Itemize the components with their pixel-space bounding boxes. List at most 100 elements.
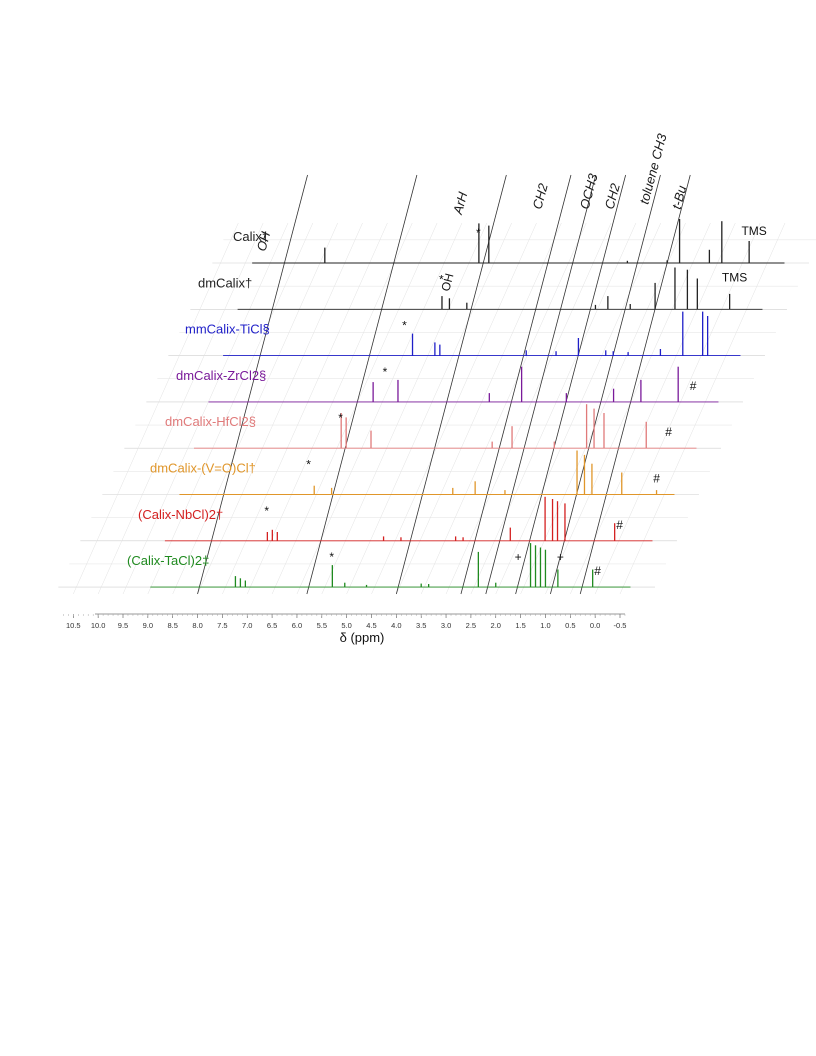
- region-label-6: t-Bu: [669, 184, 690, 211]
- spectrum-mark: #: [594, 564, 601, 578]
- spectrum-1: dmCalix† *OH TMS: [198, 267, 763, 310]
- spectrum-label-7: (Calix-TaCl)2‡: [127, 553, 209, 568]
- spectrum-2: mmCalix-TiCl§ *: [185, 311, 741, 357]
- region-divider: [515, 174, 627, 595]
- ppm-tick-label: 6.0: [292, 621, 302, 630]
- spectrum-mark: OH: [438, 272, 456, 293]
- ppm-tick-label: 8.5: [167, 621, 177, 630]
- spectrum-3: dmCalix-ZrCl2§ * #: [176, 365, 719, 403]
- spectrum-mark: TMS: [722, 270, 747, 284]
- region-divider: [306, 174, 418, 595]
- region-divider: [197, 174, 308, 595]
- grid-vertical: [495, 222, 661, 595]
- grid-vertical: [147, 222, 314, 595]
- spectrum-6: (Calix-NbCl)2† * #: [138, 496, 653, 542]
- grid-vertical: [520, 222, 686, 595]
- region-label-2: CH2: [530, 181, 551, 211]
- region-divider: [550, 174, 661, 595]
- region-label-1: ArH: [450, 190, 471, 217]
- spectrum-mark: *: [329, 550, 334, 564]
- spectrum-5: dmCalix-(V=O)Cl† * #: [150, 450, 675, 495]
- ppm-tick-label: 10.0: [91, 621, 106, 630]
- ppm-tick-label: 3.5: [416, 621, 426, 630]
- region-label-4: CH2: [602, 181, 623, 211]
- grid-vertical: [97, 222, 264, 595]
- grid-vertical: [619, 222, 786, 595]
- spectrum-mark: *: [306, 458, 311, 472]
- ppm-axis-title: δ (ppm): [340, 630, 385, 645]
- ppm-tick-label: 1.5: [515, 621, 525, 630]
- ppm-tick-label: 3.0: [441, 621, 451, 630]
- region-divider-lines: [197, 174, 691, 595]
- region-label-3: OCH3: [577, 171, 601, 211]
- spectrum-mark: *: [476, 226, 481, 240]
- spectrum-mark: *: [439, 272, 444, 286]
- grid-vertical: [271, 222, 438, 595]
- grid-vertical: [247, 222, 413, 595]
- spectrum-mark: +: [557, 550, 564, 564]
- spectrum-label-3: dmCalix-ZrCl2§: [176, 368, 266, 383]
- spectrum-label-5: dmCalix-(V=O)Cl†: [150, 461, 256, 476]
- ppm-tick-label: 9.0: [143, 621, 153, 630]
- region-divider: [485, 174, 597, 595]
- spectrum-mark: #: [665, 425, 672, 439]
- spectrum-mark: TMS: [741, 224, 766, 238]
- spectrum-mark: *: [264, 504, 269, 518]
- ppm-tick-label: 4.5: [366, 621, 376, 630]
- region-label-0: OH: [254, 229, 274, 252]
- spectrum-mark: +: [515, 550, 522, 564]
- ppm-tick-label: 9.5: [118, 621, 128, 630]
- perspective-grid: [58, 222, 816, 595]
- spectrum-label-4: dmCalix-HfCl2§: [165, 414, 256, 429]
- ppm-tick-label: 0.0: [590, 621, 600, 630]
- spectrum-mark: *: [383, 365, 388, 379]
- grid-vertical: [222, 222, 388, 595]
- grid-vertical: [197, 222, 363, 595]
- spectrum-mark: #: [690, 379, 697, 393]
- ppm-tick-label: 2.0: [491, 621, 501, 630]
- ppm-tick-label: -0.5: [614, 621, 627, 630]
- grid-vertical: [73, 222, 239, 595]
- spectrum-mark: *: [338, 411, 343, 425]
- grid-vertical: [346, 222, 512, 595]
- spectrum-mark: *: [402, 319, 407, 333]
- grid-vertical: [396, 222, 562, 595]
- region-divider: [579, 174, 691, 595]
- grid-vertical: [470, 222, 637, 595]
- grid-vertical: [296, 222, 463, 595]
- ppm-tick-label: 6.5: [267, 621, 277, 630]
- region-divider: [395, 174, 507, 595]
- spectrum-label-0: Calix†: [233, 229, 269, 244]
- grid-vertical: [122, 222, 289, 595]
- ppm-axis: δ (ppm) 10.5 10.0 9.5 9.0 8.5 8.0 7.5 7.0 6.5 6.0…: [63, 613, 627, 645]
- spectrum-label-1: dmCalix†: [198, 275, 252, 290]
- grid-vertical: [445, 222, 612, 595]
- ppm-tick-label: 1.0: [540, 621, 550, 630]
- spectrum-label-2: mmCalix-TiCl§: [185, 322, 270, 337]
- region-label-5: toluene CH3: [636, 131, 669, 205]
- ppm-tick-label: 10.5: [66, 621, 81, 630]
- spectrum-4: dmCalix-HfCl2§ * #: [165, 404, 697, 449]
- spectrum-7: (Calix-TaCl)2‡ * + + #: [127, 543, 631, 588]
- grid-vertical: [321, 222, 488, 595]
- ppm-tick-label: 0.5: [565, 621, 575, 630]
- ppm-tick-label: 7.5: [217, 621, 227, 630]
- grid-vertical: [371, 222, 537, 595]
- ppm-tick-label: 5.5: [317, 621, 327, 630]
- region-divider: [460, 174, 572, 595]
- ppm-tick-label: 7.0: [242, 621, 252, 630]
- spectrum-0: Calix† * TMS: [233, 219, 785, 264]
- spectrum-label-6: (Calix-NbCl)2†: [138, 507, 223, 522]
- grid-vertical: [420, 222, 587, 595]
- ppm-tick-label: 4.0: [391, 621, 401, 630]
- grid-vertical: [570, 222, 736, 595]
- spectrum-mark: #: [616, 518, 623, 532]
- grid-vertical: [172, 222, 338, 595]
- ppm-tick-label: 2.5: [466, 621, 476, 630]
- ppm-tick-label: 5.0: [341, 621, 351, 630]
- spectrum-mark: #: [653, 472, 660, 486]
- grid-vertical: [545, 222, 711, 595]
